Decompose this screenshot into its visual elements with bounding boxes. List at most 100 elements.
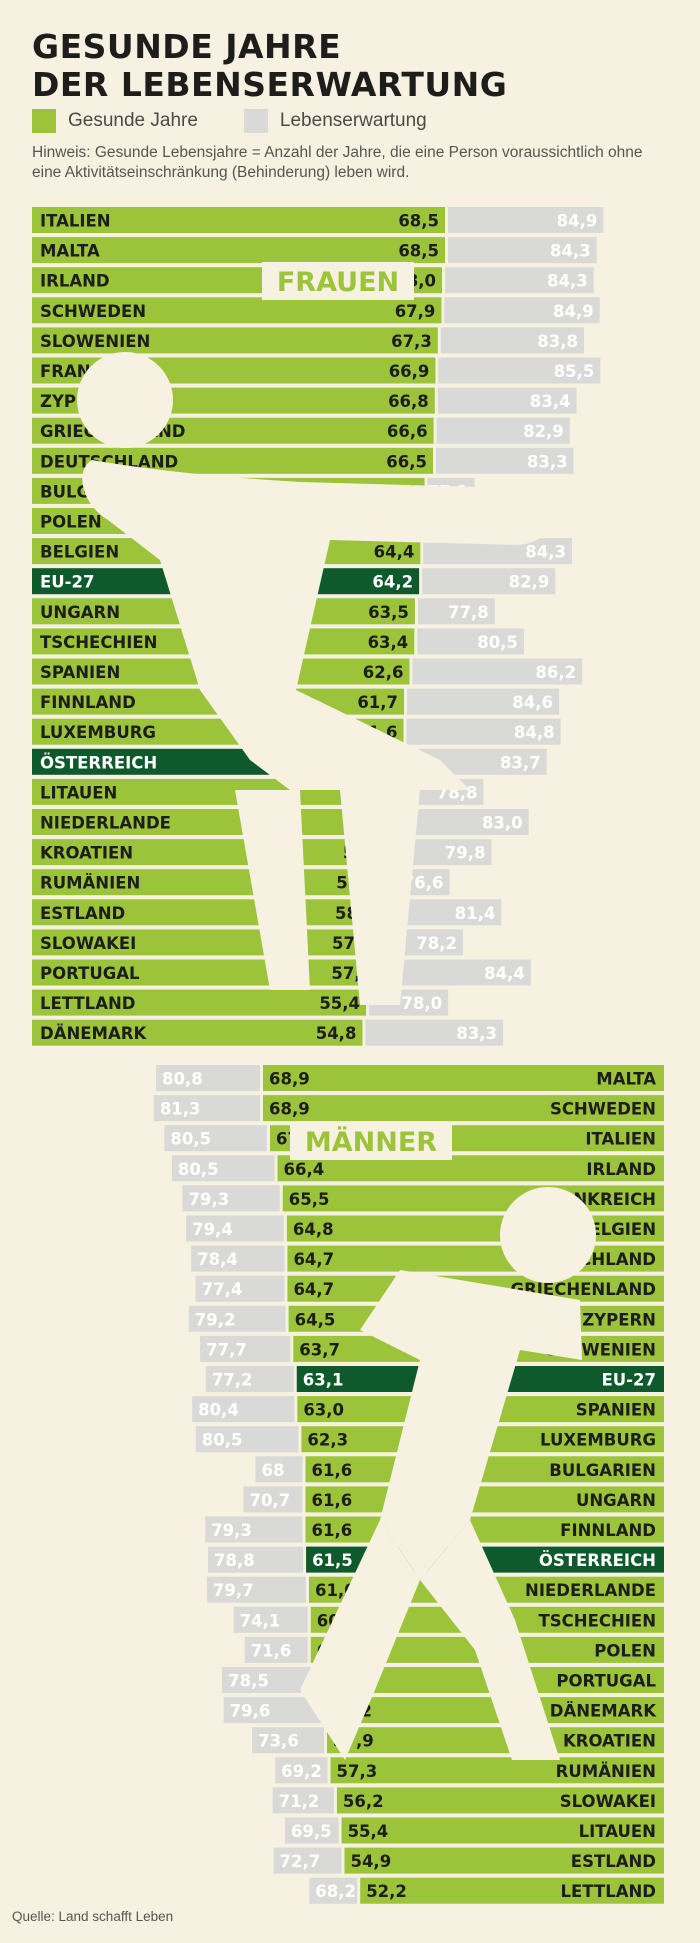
healthy-years-bar [32, 899, 382, 926]
source-note: Quelle: Land schafft Leben [12, 1909, 174, 1924]
country-label: DÄNEMARK [40, 1024, 147, 1043]
life-expectancy-value: 77,2 [212, 1371, 253, 1390]
life-expectancy-bar [365, 1019, 504, 1046]
title-line-2: DER LEBENSERWARTUNG [32, 65, 508, 104]
country-label: UNGARN [40, 603, 120, 622]
country-label: GRIECHENLAND [511, 1280, 656, 1299]
healthy-years-value: 61,7 [357, 693, 398, 712]
healthy-years-value: 54,9 [350, 1852, 391, 1871]
legend: Gesunde Jahre Lebenserwartung [32, 108, 473, 134]
country-label: POLEN [40, 513, 102, 532]
country-label: EU-27 [40, 573, 94, 592]
healthy-years-value: 63,1 [303, 1371, 344, 1390]
country-label: KROATIEN [40, 844, 133, 863]
frauen-row: SCHWEDEN 67,9 84,9 [32, 297, 600, 324]
life-expectancy-bar [255, 1456, 303, 1483]
healthy-years-value: 67,9 [395, 302, 436, 321]
legend-item-life: Lebenserwartung [243, 109, 427, 133]
healthy-years-value: 66,8 [388, 392, 429, 411]
life-expectancy-value: 79,6 [230, 1702, 271, 1721]
life-expectancy-bar [195, 1426, 299, 1453]
life-expectancy-value: 80,4 [198, 1401, 239, 1420]
country-label: SCHWEDEN [40, 302, 146, 321]
chart-note: Hinweis: Gesunde Lebensjahre = Anzahl de… [32, 144, 643, 181]
life-expectancy-bar [437, 387, 577, 414]
female-silhouette-icon [77, 352, 552, 1005]
life-expectancy-bar [192, 1396, 295, 1423]
life-expectancy-bar [244, 1636, 308, 1663]
panel-label-frauen: FRAUEN [277, 267, 399, 298]
healthy-years-bar [287, 1245, 664, 1272]
country-label: SCHWEDEN [550, 1100, 656, 1119]
country-label: LITAUEN [579, 1822, 656, 1841]
maenner-row: LETTLAND 52,2 68,2 [309, 1877, 664, 1904]
country-label: IRLAND [40, 272, 110, 291]
life-expectancy-bar [272, 1787, 334, 1814]
life-expectancy-value: 79,3 [211, 1521, 252, 1540]
life-expectancy-value: 80,5 [178, 1160, 219, 1179]
life-expectancy-bar [435, 447, 574, 474]
life-expectancy-value: 84,3 [525, 543, 566, 562]
life-expectancy-value: 80,5 [202, 1431, 243, 1450]
life-expectancy-value: 84,4 [484, 964, 525, 983]
healthy-years-value: 64,7 [293, 1280, 334, 1299]
healthy-years-value: 56,2 [343, 1792, 384, 1811]
healthy-years-value: 63,7 [299, 1340, 340, 1359]
country-label: PORTUGAL [40, 964, 140, 983]
healthy-years-bar [336, 1787, 664, 1814]
country-label: LUXEMBURG [40, 723, 156, 742]
country-label: ITALIEN [585, 1130, 656, 1149]
frauen-row: DÄNEMARK 54,8 83,3 [32, 1019, 504, 1046]
panel-label-frauen-box [262, 262, 414, 300]
life-expectancy-value: 71,2 [279, 1792, 320, 1811]
life-expectancy-value: 86,2 [535, 663, 576, 682]
frauen-row: RUMÄNIEN58,276,6 [32, 869, 450, 896]
life-expectancy-bar [191, 1245, 285, 1272]
frauen-row: MALTA 68,5 84,3 [32, 237, 597, 264]
chart-title: GESUNDE JAHRE DER LEBENSERWARTUNG [32, 28, 507, 104]
country-label: ÖSTERREICH [40, 753, 157, 772]
life-expectancy-value: 80,8 [162, 1070, 203, 1089]
country-label: RUMÄNIEN [40, 874, 140, 893]
life-expectancy-value: 83,8 [537, 332, 578, 351]
life-expectancy-value: 81,3 [160, 1100, 201, 1119]
life-expectancy-value: 84,9 [553, 302, 594, 321]
country-label: SLOWAKEI [40, 934, 136, 953]
male-silhouette-icon [300, 1187, 596, 1760]
healthy-years-value: 64,5 [295, 1310, 336, 1329]
country-label: BELGIEN [577, 1220, 656, 1239]
maenner-row: DEUTSCHLAND64,778,4 [191, 1245, 664, 1272]
healthy-years-bar [344, 1847, 664, 1874]
healthy-years-value: 61,6 [311, 1521, 352, 1540]
life-expectancy-bar [406, 718, 561, 745]
country-label: ESTLAND [571, 1852, 656, 1871]
country-label: SLOWENIEN [40, 332, 150, 351]
healthy-years-value: 66,4 [284, 1160, 325, 1179]
life-expectancy-bar [171, 1155, 275, 1182]
healthy-years-bar [360, 1877, 664, 1904]
healthy-years-value: 61,5 [312, 1551, 353, 1570]
healthy-years-bar [32, 809, 392, 835]
life-expectancy-bar [208, 1546, 304, 1573]
healthy-years-value: 64,8 [293, 1220, 334, 1239]
life-expectancy-value: 83,7 [500, 753, 541, 772]
life-expectancy-value: 78,8 [214, 1551, 255, 1570]
healthy-years-value: 52,2 [366, 1882, 407, 1901]
healthy-years-bar [263, 1065, 664, 1091]
legend-item-healthy: Gesunde Jahre [32, 109, 198, 133]
healthy-years-bar [330, 1757, 664, 1784]
country-label: POLEN [594, 1641, 656, 1660]
healthy-years-value: 63,0 [303, 1401, 344, 1420]
country-label: DEUTSCHLAND [40, 452, 178, 471]
healthy-years-value: 64,2 [372, 573, 413, 592]
country-label: LETTLAND [561, 1882, 656, 1901]
life-expectancy-value: 79,7 [213, 1581, 254, 1600]
life-expectancy-bar [222, 1667, 316, 1693]
healthy-years-bar [32, 929, 379, 956]
healthy-years-value: 64,7 [293, 1250, 334, 1269]
country-label: ESTLAND [40, 904, 125, 923]
healthy-years-value: 67,3 [391, 332, 432, 351]
country-label: TSCHECHIEN [40, 633, 157, 652]
life-expectancy-bar [200, 1335, 291, 1362]
